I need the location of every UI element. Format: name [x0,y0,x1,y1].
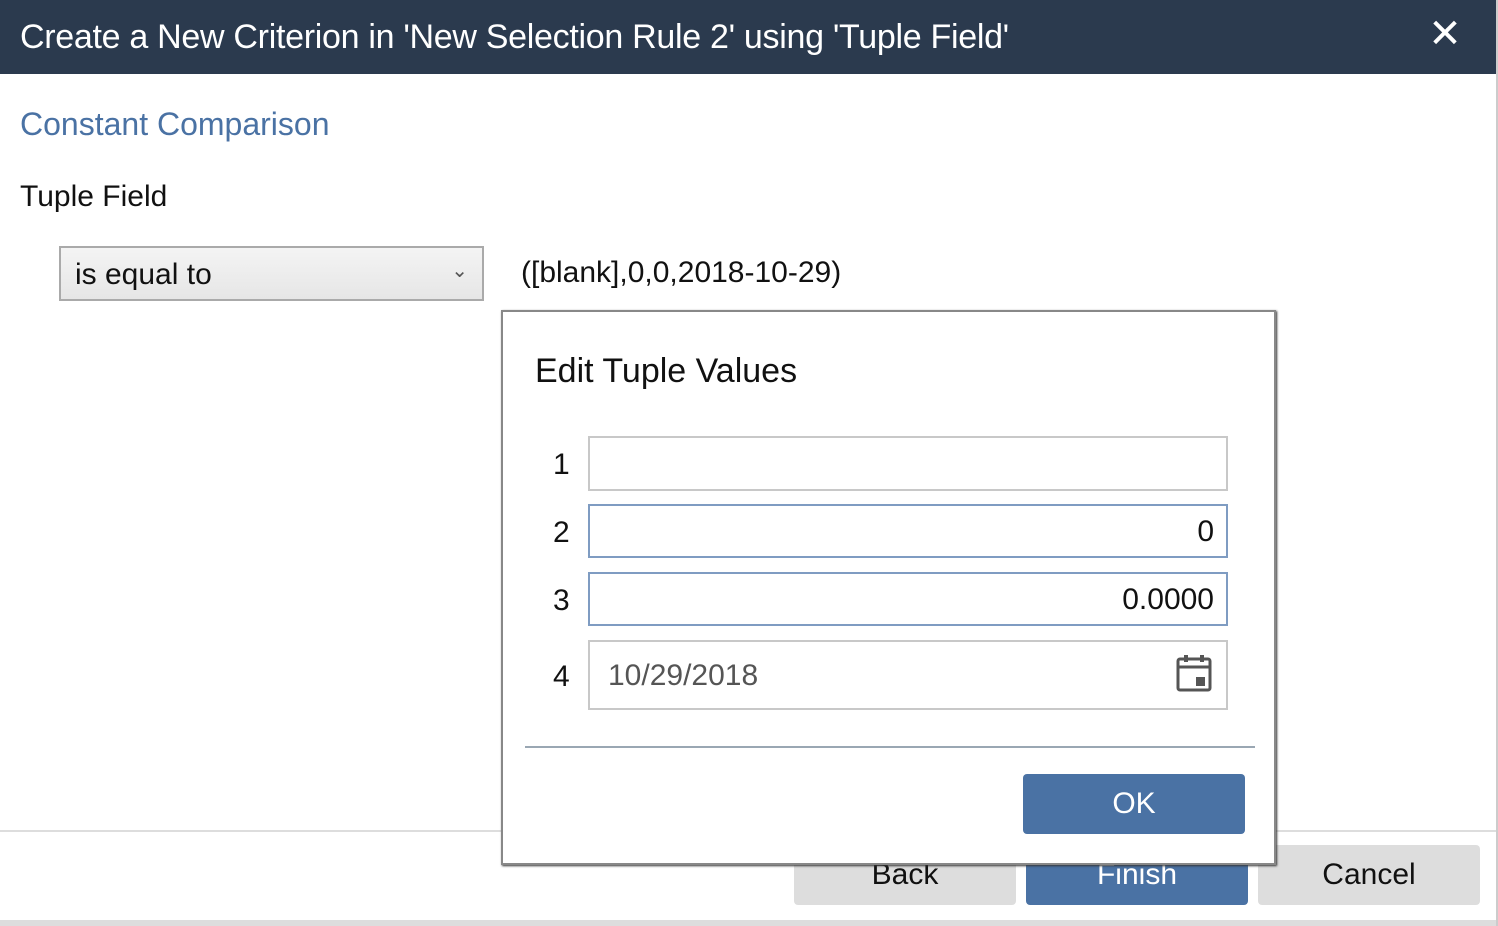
field-label: Tuple Field [20,180,168,213]
bottom-border [0,920,1496,926]
row-label: 3 [553,584,570,617]
operator-select[interactable]: is equal to ⌄ [59,246,484,301]
section-title: Constant Comparison [20,106,330,142]
cancel-button[interactable]: Cancel [1258,845,1480,905]
tuple-value-1-input[interactable] [588,436,1228,491]
window-border [1496,0,1498,926]
date-value: 10/29/2018 [608,659,759,692]
dialog-title: Create a New Criterion in 'New Selection… [20,18,1009,56]
tuple-value-link[interactable]: ([blank],0,0,2018-10-29) [521,256,842,289]
modal-title: Edit Tuple Values [535,352,798,390]
close-icon[interactable]: ✕ [1428,12,1462,56]
row-label: 1 [553,448,570,481]
chevron-down-icon: ⌄ [451,260,468,282]
modal-divider [525,746,1255,748]
dialog-header: Create a New Criterion in 'New Selection… [0,0,1496,74]
tuple-value-4-date-input[interactable]: 10/29/2018 [588,640,1228,710]
row-label: 2 [553,516,570,549]
calendar-icon[interactable] [1176,654,1212,692]
row-label: 4 [553,660,570,693]
operator-value: is equal to [75,258,212,291]
edit-tuple-modal: Edit Tuple Values 1 2 0 3 0.0000 4 10/29… [501,310,1276,865]
tuple-value-2-input[interactable]: 0 [588,504,1228,558]
tuple-value-3-input[interactable]: 0.0000 [588,572,1228,626]
ok-button[interactable]: OK [1023,774,1245,834]
